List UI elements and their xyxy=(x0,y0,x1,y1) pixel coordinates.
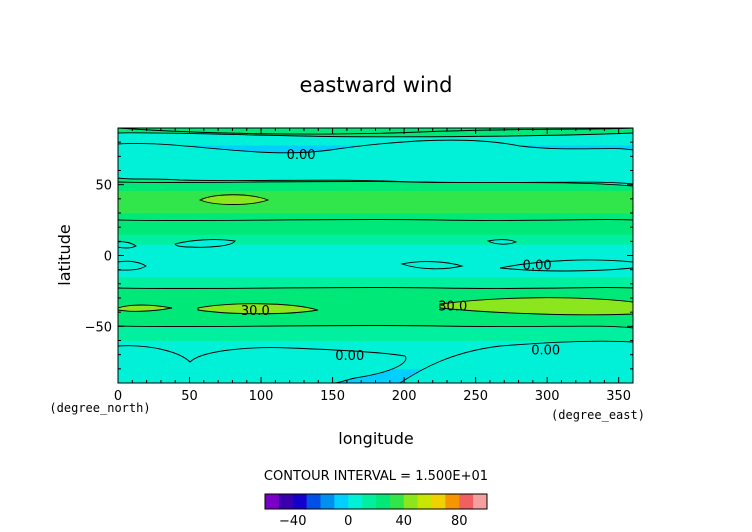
colorbar-swatch xyxy=(417,494,432,509)
colorbar-swatch xyxy=(431,494,446,509)
colorbar-swatch xyxy=(320,494,335,509)
x-unit-label: (degree_east) xyxy=(551,408,645,422)
contour-label: 0.00 xyxy=(335,349,364,364)
contour-label: 0.00 xyxy=(287,148,316,163)
x-tick-label: 200 xyxy=(392,389,417,404)
colorbar: −40 0 40 80 xyxy=(264,493,488,529)
wind-band xyxy=(118,298,633,307)
equatorial-strip-east xyxy=(499,259,633,272)
x-tick-label: 0 xyxy=(114,389,122,404)
colorbar-swatch xyxy=(473,494,488,509)
northern-jet-core xyxy=(198,194,270,205)
colorbar-tick-label: 40 xyxy=(395,514,412,529)
contour-plot-area: 0.00 0.00 30.0 30.0 0.00 0.00 xyxy=(118,128,633,383)
colorbar-swatch xyxy=(306,494,321,509)
x-tick-label: 50 xyxy=(181,389,198,404)
colorbar-swatch xyxy=(389,494,405,509)
colorbar-swatch xyxy=(265,494,280,509)
wind-band xyxy=(118,213,633,225)
colorbar-swatch xyxy=(348,494,363,509)
equatorial-patch-west xyxy=(174,239,236,248)
contour-label: 30.0 xyxy=(241,304,270,319)
y-tick-label: 0 xyxy=(104,250,112,265)
equatorial-patch-east xyxy=(486,239,518,245)
colorbar-swatch xyxy=(278,494,294,509)
colorbar-tick-label: 80 xyxy=(451,514,468,529)
x-tick-label: 350 xyxy=(606,389,631,404)
wind-band xyxy=(118,306,633,316)
wind-band xyxy=(118,234,633,245)
wind-band xyxy=(118,266,633,278)
x-axis-title: longitude xyxy=(338,429,413,448)
y-axis-title: latitude xyxy=(55,224,74,285)
colorbar-swatch xyxy=(403,494,418,509)
southern-jet-core-west xyxy=(118,304,173,312)
x-tick-label: 300 xyxy=(535,389,560,404)
x-tick-label: 150 xyxy=(320,389,345,404)
chart-title: eastward wind xyxy=(300,73,453,97)
colorbar-swatch xyxy=(445,494,460,509)
wind-band xyxy=(118,244,633,256)
southern-jet-core-mid xyxy=(197,303,319,315)
wind-band xyxy=(118,255,633,268)
contour-lines xyxy=(118,128,633,329)
equatorial-patch-mid xyxy=(400,261,464,270)
contour-label: 0.00 xyxy=(531,343,560,358)
southern-jet-core-east xyxy=(439,297,633,316)
colorbar-tick-label: 0 xyxy=(344,514,352,529)
y-unit-label: (degree_north) xyxy=(49,401,150,415)
colorbar-swatch xyxy=(292,494,307,509)
wind-band xyxy=(118,276,633,288)
wind-band xyxy=(118,315,633,327)
wind-band xyxy=(118,179,633,191)
contour-label: 0.00 xyxy=(523,258,552,273)
colorbar-swatch xyxy=(459,494,474,509)
contour-interval-label: CONTOUR INTERVAL = 1.500E+01 xyxy=(264,469,488,484)
x-tick-label: 100 xyxy=(249,389,274,404)
colorbar-frame xyxy=(264,493,488,510)
equatorial-patch-far-west xyxy=(118,241,137,249)
wind-band xyxy=(118,201,633,214)
southern-easterly-region-east xyxy=(399,340,633,383)
wind-band xyxy=(118,135,633,146)
x-tick-label: 250 xyxy=(463,389,488,404)
colorbar-swatch xyxy=(362,494,377,509)
y-tick-label: 50 xyxy=(95,179,112,194)
jet-maxima xyxy=(118,194,633,316)
equatorial-patch-far-west-2 xyxy=(118,260,147,271)
colorbar-tick-label: −40 xyxy=(279,514,306,529)
colorbar-swatch xyxy=(334,494,349,509)
y-tick-label: −50 xyxy=(85,320,112,335)
wind-band xyxy=(118,286,633,299)
wind-band xyxy=(118,326,633,341)
contour-label: 30.0 xyxy=(438,300,467,315)
zero-contour-regions xyxy=(118,128,633,383)
southern-easterly-region xyxy=(118,345,407,383)
northern-easterly-region xyxy=(118,139,633,187)
wind-band xyxy=(118,190,633,203)
colorbar-swatch xyxy=(376,494,391,509)
wind-band xyxy=(118,224,633,235)
